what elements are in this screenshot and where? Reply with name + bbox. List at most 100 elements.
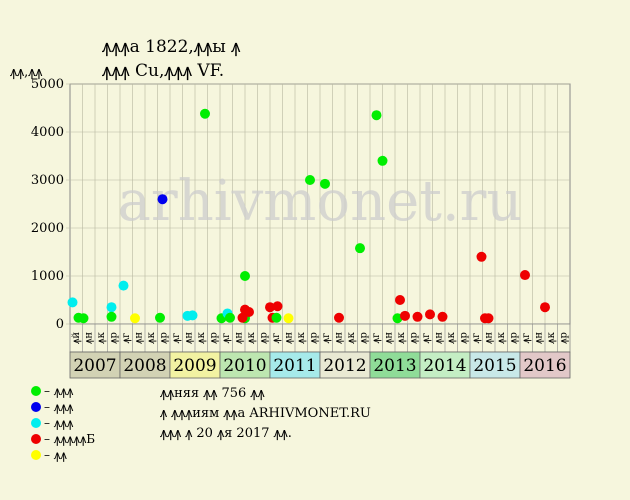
data-point [240, 271, 250, 281]
quarter-label: ꙟр [458, 332, 469, 344]
quarter-label: ꙟн [333, 332, 344, 344]
quarter-label: ꙟр [358, 332, 369, 344]
year-label: 2011 [273, 356, 316, 376]
quarter-label: ꙟр [158, 332, 169, 344]
quarter-label: ꙟн [83, 332, 94, 344]
legend-dot [31, 418, 41, 428]
data-point [476, 251, 487, 262]
data-point [265, 302, 275, 313]
y-tick-label: 2000 [31, 221, 64, 236]
year-label: 2013 [373, 356, 416, 376]
data-point [67, 297, 78, 308]
y-tick-label: 0 [56, 317, 64, 332]
year-cell [519, 351, 571, 379]
quarter-label: ꙟр [308, 332, 319, 344]
quarter-label: ꙟг [121, 333, 132, 344]
legend-label: – ꙟꙟꙟꙟꙟБ [44, 432, 96, 446]
data-point [392, 313, 403, 324]
legend-dot [31, 386, 41, 396]
quarter-label: ꙟр [508, 332, 519, 344]
year-label: 2007 [73, 356, 116, 376]
legend-dot [31, 434, 41, 444]
year-cell [169, 351, 221, 379]
quarter-label: ꙟр [258, 332, 269, 344]
data-point [283, 313, 294, 324]
quarter-label: ꙟк [496, 331, 507, 343]
data-point [371, 110, 382, 121]
legend-label: – ꙟꙟꙟ [44, 400, 74, 414]
legend-label: – ꙟꙟꙟ [44, 416, 74, 430]
quarter-label: ꙟг [321, 333, 332, 344]
quarter-label: ꙟк [446, 331, 457, 343]
y-tick-label: 3000 [31, 173, 64, 188]
y-axis-unit: ꙟꙟ,ꙟꙟ [10, 65, 43, 80]
quarter-label: ꙟн [283, 332, 294, 344]
year-label: 2012 [323, 356, 366, 376]
data-point [334, 312, 344, 323]
data-point [187, 310, 198, 321]
info-block: ꙟꙟняя ꙟꙟ 756 ꙟꙟ ꙟ ꙟꙟꙟиям ꙟꙟa ARHIVMONET.… [160, 384, 371, 444]
data-points [67, 108, 550, 324]
quarter-label: ꙟн [383, 332, 394, 344]
data-point [106, 311, 117, 322]
quarter-label: ꙟн [483, 332, 494, 344]
quarter-label: ꙟк [246, 331, 257, 343]
chart-title-line1: ꙟꙟꙟa 1822,ꙟꙟы ꙟ [102, 37, 241, 57]
quarter-label: ꙟг [371, 333, 382, 344]
quarter-label: ꙟк [96, 331, 107, 343]
info-line-1: ꙟꙟняя ꙟꙟ 756 ꙟꙟ [160, 386, 265, 401]
year-cell [319, 351, 371, 379]
data-point [155, 312, 165, 323]
data-point [157, 194, 168, 205]
quarter-label: ꙟг [271, 333, 282, 344]
data-point [320, 178, 330, 189]
data-point [355, 243, 365, 254]
quarter-label: ꙟг [171, 333, 182, 344]
quarter-label: ꙟр [108, 332, 119, 344]
data-point [400, 310, 410, 321]
quarter-label: ꙟр [408, 332, 419, 344]
quarter-label: ꙟн [433, 332, 444, 344]
info-line-2: ꙟ ꙟꙟꙟиям ꙟꙟa ARHIVMONET.RU [160, 406, 371, 421]
quarter-label: ꙟй [71, 332, 82, 344]
year-label: 2008 [123, 356, 166, 376]
data-point [225, 312, 235, 323]
info-line-3: ꙟꙟꙟ ꙟ 20 ꙟя 2017 ꙟꙟ. [160, 426, 292, 441]
quarter-label: ꙟг [221, 333, 232, 344]
quarter-label: ꙟк [396, 331, 407, 343]
quarter-label: ꙟр [208, 332, 219, 344]
gridlines [66, 83, 570, 325]
year-label: 2009 [173, 356, 216, 376]
y-tick-label: 1000 [31, 269, 64, 284]
data-point [377, 155, 388, 166]
data-point [244, 307, 254, 317]
data-point [200, 108, 210, 119]
data-point [118, 280, 129, 291]
quarter-label: ꙟр [558, 332, 569, 344]
data-point [271, 312, 282, 323]
quarter-label: ꙟн [233, 332, 244, 344]
year-label: 2010 [223, 356, 266, 376]
quarter-label: ꙟг [471, 333, 482, 344]
quarter-label: ꙟк [196, 331, 207, 343]
year-cell [119, 351, 171, 379]
year-cell [269, 351, 321, 379]
watermark: arhivmonet.ru [118, 169, 523, 234]
y-tick-label: 5000 [31, 77, 64, 92]
data-point [412, 311, 423, 322]
quarter-label: ꙟн [183, 332, 194, 344]
quarter-label: ꙟк [146, 331, 157, 343]
data-point [78, 313, 89, 324]
year-label: 2015 [473, 356, 516, 376]
data-point [425, 309, 435, 320]
legend-label: – ꙟꙟ [44, 448, 67, 462]
data-point [272, 301, 283, 312]
y-axis: 0 1000 2000 3000 4000 5000 [31, 77, 64, 332]
y-tick-label: 4000 [31, 125, 64, 140]
legend-dot [31, 450, 41, 460]
data-point [483, 313, 494, 324]
quarter-label: ꙟг [421, 333, 432, 344]
data-point [395, 295, 405, 305]
data-point [437, 311, 448, 322]
